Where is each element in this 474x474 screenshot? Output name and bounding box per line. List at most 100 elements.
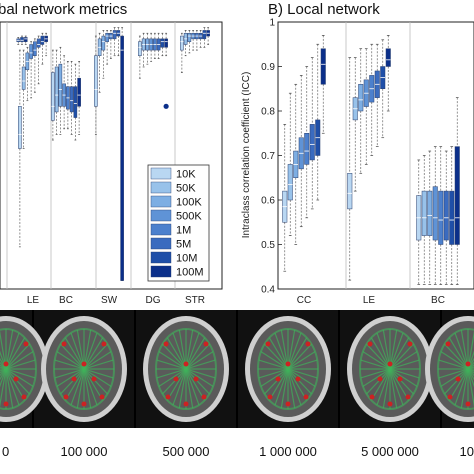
brain-scan-0 <box>0 316 49 422</box>
brain-node-4-1 <box>407 341 413 347</box>
legend-swatch-1 <box>150 181 172 194</box>
box-le-6-box <box>40 35 45 45</box>
brain-fiber-5-13 <box>438 366 474 379</box>
box-cc-5-box <box>309 124 315 161</box>
box-bc-5-box <box>69 86 74 113</box>
brain-node-4-5 <box>405 394 411 400</box>
brain-node-4-0 <box>367 341 373 347</box>
brain-node-3-4 <box>267 394 273 400</box>
brain-node-1-7 <box>81 401 87 407</box>
brain-node-1-0 <box>61 341 67 347</box>
panel-a-xtick-sw: SW <box>101 295 118 306</box>
panel-b-ytick-label-1: 0.5 <box>261 240 275 251</box>
panel-b-title: B) Local network <box>268 1 380 18</box>
box-cc-7-box <box>320 48 326 85</box>
brain-node-2-6 <box>183 361 189 367</box>
panel-a-xtick-dg: DG <box>146 295 161 306</box>
brain-node-0-5 <box>21 394 27 400</box>
legend-label-2: 100K <box>176 197 202 209</box>
box-bc-2-box <box>427 190 433 236</box>
panel-a-xtick-le: LE <box>27 295 40 306</box>
legend-label-3: 500K <box>176 211 202 223</box>
brain-scan-4 <box>347 316 433 422</box>
brain-node-5-2 <box>455 376 461 382</box>
box-le-3-box <box>29 44 33 59</box>
brain-node-0-1 <box>23 341 29 347</box>
box-bc-2-box <box>58 63 63 107</box>
box-bc-3-box <box>432 186 438 241</box>
panel-b-ylabel: Intraclass correlation coefficient (ICC) <box>241 72 252 239</box>
legend-label-5: 5M <box>176 239 191 251</box>
brain-node-3-7 <box>285 401 291 407</box>
panel-a-x-ticks: LE BC SW DG STR <box>27 295 205 306</box>
brain-scan-3 <box>245 316 331 422</box>
brain-fiber-ring-4 <box>359 328 421 410</box>
brain-image-strip <box>0 310 474 428</box>
box-str-2-box <box>187 32 192 42</box>
box-dg-0-box <box>138 41 142 56</box>
box-sw-7-box <box>120 35 124 281</box>
box-le-7-box <box>385 48 391 67</box>
brain-node-2-7 <box>183 401 189 407</box>
box-bc-6-box <box>73 86 78 118</box>
box-cc-1-box <box>287 164 293 201</box>
legend-swatch-3 <box>150 209 172 222</box>
brain-node-4-3 <box>397 376 403 382</box>
panel-b-ytick-label-2: 0.6 <box>261 196 275 207</box>
panel-a-xtick-str: STR <box>185 295 205 306</box>
box-le-4-box <box>33 41 37 56</box>
panel-b-xtick-cc: CC <box>297 295 311 306</box>
brain-node-1-6 <box>81 361 87 367</box>
brain-label-4: 5 000 000 <box>361 444 419 459</box>
brain-fiber-ring-2 <box>155 328 217 410</box>
brain-fiber-ring-3 <box>257 328 319 410</box>
panel-b-xtick-bc: BC <box>431 295 445 306</box>
brain-node-0-7 <box>3 401 9 407</box>
box-le-5-box <box>36 38 41 48</box>
box-str-6-box <box>202 30 207 40</box>
box-first-2-box <box>23 37 28 42</box>
panel-a-xtick-bc: BC <box>59 295 73 306</box>
panel-b: B) Local network 0.4 0.5 0.6 0.7 0.8 0.9 1 Int… <box>241 1 474 306</box>
brain-scan-1 <box>41 316 127 422</box>
brain-fiber-1-13 <box>54 359 114 379</box>
brain-node-1-2 <box>71 376 77 382</box>
brain-node-5-6 <box>465 361 471 367</box>
legend-swatch-4 <box>150 223 172 236</box>
panel-b-gridlines <box>345 22 411 289</box>
brain-node-1-3 <box>91 376 97 382</box>
legend-label-6: 10M <box>176 253 197 265</box>
brain-node-3-1 <box>305 341 311 347</box>
box-bc-1-box <box>421 190 427 236</box>
box-bc-7-box <box>77 77 81 107</box>
box-le-0-box <box>347 173 353 210</box>
brain-node-4-2 <box>377 376 383 382</box>
brain-fiber-ring-1 <box>53 328 115 410</box>
panel-a-axes-frame <box>0 21 223 290</box>
box-le-2-box <box>358 84 364 112</box>
box-dg-6-box <box>160 38 165 48</box>
brain-fiber-3-13 <box>258 359 318 379</box>
brain-node-1-4 <box>63 394 69 400</box>
brain-node-0-3 <box>13 376 19 382</box>
legend: 10K 50K 100K 500K 1M 5M 10M 100M <box>147 164 210 282</box>
brain-node-2-3 <box>193 376 199 382</box>
panel-b-ytick-label-3: 0.7 <box>261 151 275 162</box>
legend-swatch-6 <box>150 251 172 264</box>
brain-label-2: 500 000 <box>163 444 210 459</box>
brain-node-1-5 <box>99 394 105 400</box>
panel-b-boxes <box>282 34 460 285</box>
box-cc-4-box <box>304 133 310 165</box>
brain-fiber-ring-0 <box>0 328 37 410</box>
panel-b-ytick-label-5: 0.9 <box>261 62 275 73</box>
legend-swatch-0 <box>150 167 172 180</box>
box-sw-0-box <box>94 55 98 107</box>
brain-scan-5 <box>425 316 474 422</box>
panel-b-x-ticks: CC LE BC <box>297 295 445 306</box>
panel-b-ytick-label-4: 0.8 <box>261 107 275 118</box>
panel-b-y-ticks: 0.4 0.5 0.6 0.7 0.8 0.9 1 <box>261 18 282 296</box>
brain-node-4-7 <box>387 401 393 407</box>
box-bc-7-box <box>454 146 460 245</box>
brain-node-5-0 <box>445 341 451 347</box>
